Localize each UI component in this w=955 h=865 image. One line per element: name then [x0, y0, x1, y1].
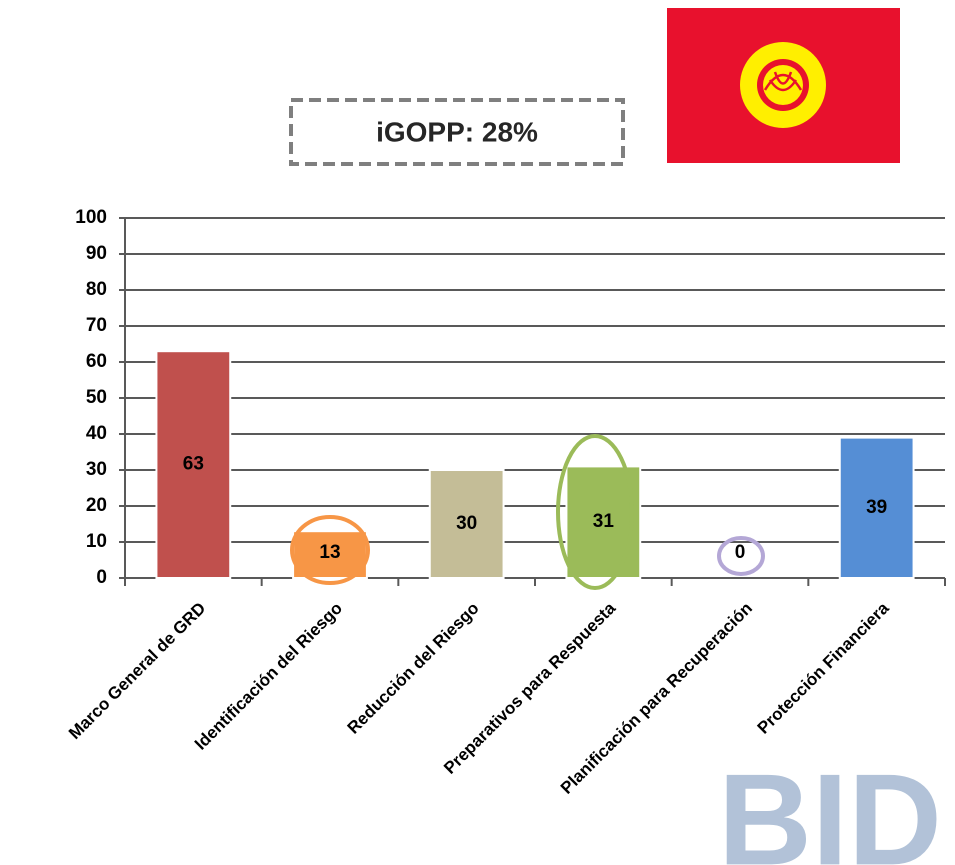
x-tick-label: Marco General de GRD	[65, 599, 209, 743]
value-label: 0	[735, 542, 746, 563]
y-tick-label: 60	[86, 351, 107, 372]
chart-title: iGOPP: 28%	[376, 116, 538, 147]
y-tick-label: 0	[96, 567, 107, 588]
bar	[428, 469, 505, 579]
value-label: 39	[866, 497, 887, 518]
y-tick-label: 70	[86, 315, 107, 336]
value-label: 63	[183, 454, 204, 475]
flag-tunduk	[763, 71, 803, 92]
bar	[838, 436, 915, 579]
bar	[155, 350, 232, 580]
y-tick-label: 20	[86, 495, 107, 516]
value-label: 30	[456, 513, 477, 534]
value-label: 13	[319, 542, 340, 563]
plot: 0 10 20 30 40 50 60 70 80 90 100 Marco General de G…	[65, 207, 946, 798]
y-tick-label: 40	[86, 423, 107, 444]
title-box	[289, 98, 625, 166]
highlight-circle	[556, 434, 634, 590]
y-tick-label: 90	[86, 243, 107, 264]
y-tick-label: 50	[86, 387, 107, 408]
flag	[667, 8, 900, 163]
value-label: 31	[593, 511, 615, 532]
logo: BID	[718, 746, 942, 865]
y-tick-label: 10	[86, 531, 107, 552]
x-tick-label: Protección Financiera	[754, 598, 893, 737]
y-tick-label: 100	[75, 207, 107, 228]
x-tick-label: Reducción del Riesgo	[344, 599, 483, 738]
highlight-circle	[290, 515, 370, 585]
x-tick-label: Identificación del Riesgo	[191, 599, 346, 754]
y-tick-label: 30	[86, 459, 107, 480]
y-tick-label: 80	[86, 279, 107, 300]
highlight-circle	[717, 536, 765, 576]
flag-sun	[763, 65, 803, 105]
bar	[292, 530, 368, 580]
